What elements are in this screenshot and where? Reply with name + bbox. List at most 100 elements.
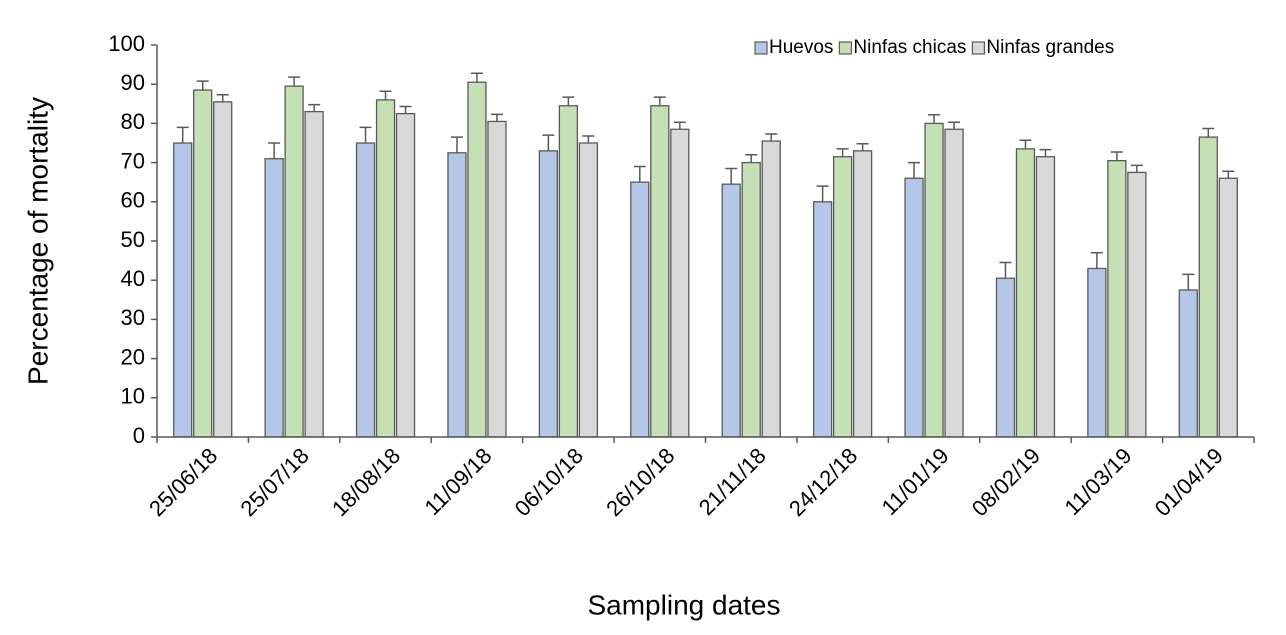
x-tick-label: 11/09/18: [420, 443, 497, 520]
bar: [944, 128, 964, 438]
legend-label: Ninfas grandes: [986, 37, 1114, 58]
error-bar: [1039, 148, 1052, 157]
legend-swatch: [838, 41, 853, 55]
error-bar: [908, 161, 921, 179]
bar: [630, 181, 650, 438]
bar: [1035, 156, 1056, 438]
y-tick-label: 20: [121, 344, 145, 369]
error-bar: [1222, 170, 1235, 179]
legend-swatch: [971, 41, 986, 55]
error-bar: [1019, 139, 1032, 149]
x-tick-label: 25/06/18: [144, 443, 222, 521]
bar: [487, 120, 507, 438]
x-tick-label: 25/07/18: [236, 443, 314, 521]
error-bar: [745, 154, 758, 163]
bar: [995, 277, 1016, 438]
error-bar: [490, 113, 503, 122]
error-bar: [1202, 127, 1215, 138]
bar: [1087, 267, 1107, 438]
error-bar: [1182, 273, 1195, 290]
y-axis-title: Percentage of mortality: [22, 97, 53, 385]
y-tick-label: 90: [121, 70, 145, 95]
bar: [355, 142, 376, 438]
error-bar: [765, 133, 778, 142]
error-bar: [948, 121, 961, 130]
error-bar: [1090, 252, 1103, 269]
x-tick-label: 21/11/18: [694, 443, 771, 520]
x-tick-label: 24/12/18: [784, 443, 862, 521]
error-bar: [288, 76, 301, 87]
bar: [1218, 177, 1238, 438]
error-bar: [928, 114, 941, 124]
error-bar: [399, 105, 412, 114]
bar: [670, 128, 690, 438]
x-tick-label: 06/10/18: [510, 443, 588, 521]
error-bar: [856, 143, 869, 151]
bar: [761, 140, 781, 438]
bar: [832, 156, 853, 438]
bar: [1107, 159, 1127, 438]
error-bar: [450, 136, 463, 153]
error-bar: [633, 165, 646, 183]
error-bar: [268, 142, 281, 159]
bar: [924, 122, 944, 438]
error-bar: [1110, 151, 1123, 161]
bar: [1015, 148, 1036, 438]
x-tick-label: 01/04/19: [1150, 443, 1228, 521]
error-bar: [999, 261, 1012, 279]
y-tick-label: 30: [121, 305, 145, 330]
error-bar: [582, 135, 595, 143]
x-tick-label: 26/10/18: [601, 443, 679, 521]
bar: [213, 101, 233, 438]
bar: [741, 161, 761, 438]
error-bar: [653, 96, 666, 106]
y-tick-label: 0: [133, 423, 145, 448]
bar: [1178, 289, 1198, 438]
x-axis-title: Sampling dates: [587, 589, 780, 620]
bar: [173, 142, 193, 438]
bar: [538, 150, 559, 438]
error-bar: [836, 148, 849, 157]
error-bar: [816, 185, 829, 202]
x-tick-label: 08/02/19: [967, 443, 1045, 521]
error-bar: [196, 80, 209, 91]
y-tick-label: 60: [121, 188, 145, 213]
error-bar: [308, 103, 321, 112]
y-tick-label: 40: [121, 266, 145, 291]
bar: [1198, 136, 1218, 438]
error-bar: [673, 121, 686, 130]
legend-swatch: [754, 41, 768, 55]
bar: [650, 105, 670, 438]
bar: [193, 89, 213, 438]
error-bar: [470, 72, 483, 83]
error-bar: [216, 94, 229, 102]
bar: [1127, 171, 1147, 438]
bar: [578, 142, 599, 438]
y-tick-label: 50: [121, 227, 145, 252]
y-tick-label: 10: [121, 384, 145, 409]
y-tick-label: 80: [121, 109, 145, 134]
bar: [264, 158, 284, 438]
x-tick-label: 11/01/19: [877, 443, 954, 520]
error-bar: [379, 90, 392, 100]
legend-label: Huevos: [769, 37, 833, 58]
bar: [558, 105, 579, 438]
error-bar: [562, 96, 575, 106]
error-bar: [1130, 164, 1143, 173]
y-tick-label: 70: [121, 148, 145, 173]
bar: [904, 177, 924, 438]
x-tick-label: 18/08/18: [327, 443, 405, 521]
bar: [284, 85, 304, 438]
x-tick-label: 11/03/19: [1059, 443, 1136, 520]
bar: [852, 150, 873, 438]
bar: [304, 110, 324, 438]
legend-label: Ninfas chicas: [853, 37, 966, 58]
error-bar: [725, 167, 738, 185]
bar: [447, 152, 467, 438]
bar: [375, 99, 396, 438]
error-bar: [359, 126, 372, 143]
error-bar: [542, 134, 555, 151]
bar: [812, 201, 833, 438]
y-tick-label: 100: [108, 31, 145, 56]
bar: [721, 183, 741, 438]
